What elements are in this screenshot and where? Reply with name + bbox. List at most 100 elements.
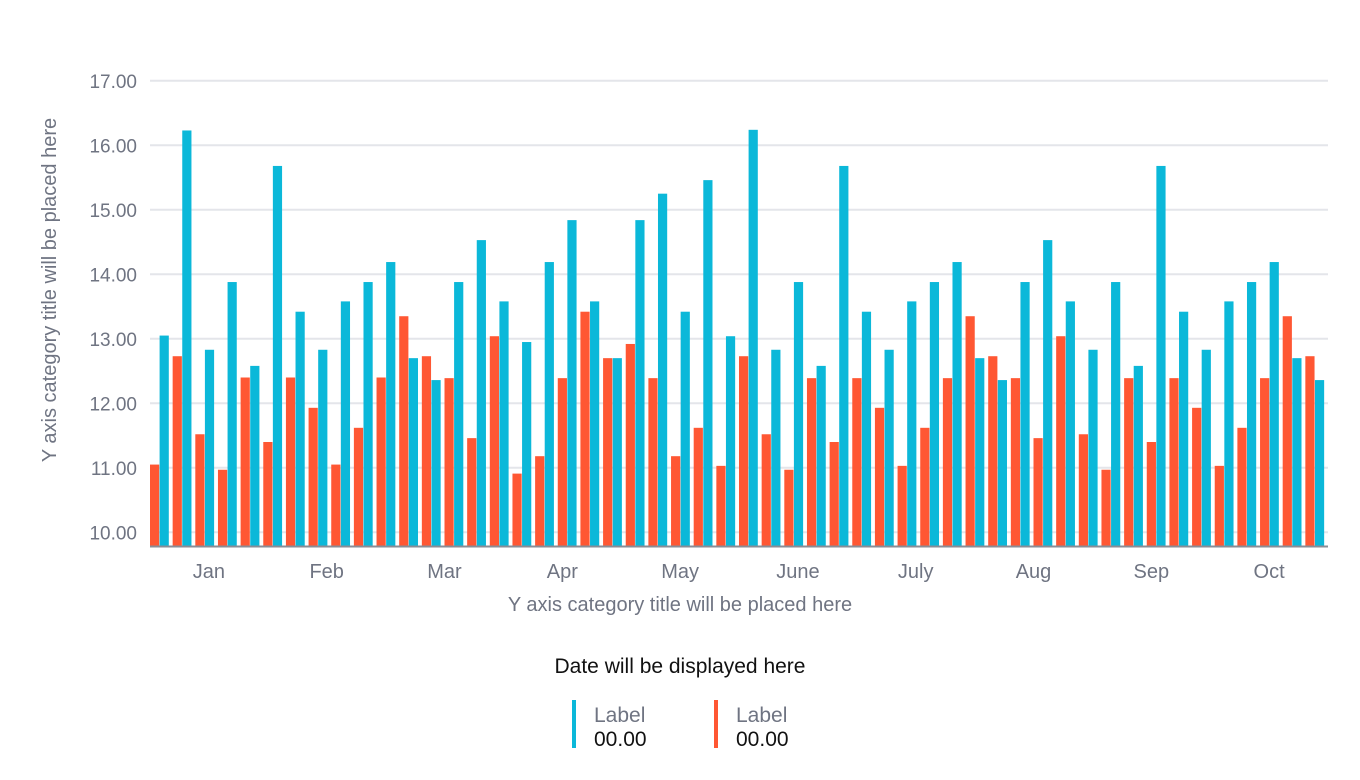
bar-orange[interactable] — [920, 427, 930, 546]
bar-orange[interactable] — [217, 469, 228, 546]
bar-orange[interactable] — [376, 377, 386, 547]
bar-blue[interactable] — [1201, 349, 1211, 546]
bar-blue[interactable] — [1133, 365, 1143, 546]
bar-blue[interactable] — [227, 282, 237, 546]
bar-orange[interactable] — [172, 356, 182, 546]
bar-blue[interactable] — [544, 262, 554, 546]
bar-orange[interactable] — [1101, 469, 1111, 546]
bar-blue[interactable] — [204, 349, 215, 546]
bar-orange[interactable] — [829, 442, 839, 546]
bar-blue[interactable] — [1269, 262, 1279, 546]
bar-orange[interactable] — [625, 343, 635, 546]
bar-blue[interactable] — [771, 349, 781, 546]
bar-orange[interactable] — [852, 378, 862, 546]
bar-orange[interactable] — [988, 356, 998, 546]
bar-orange[interactable] — [512, 473, 522, 546]
bar-blue[interactable] — [1156, 165, 1166, 546]
bar-orange[interactable] — [557, 378, 567, 546]
bar-blue[interactable] — [657, 193, 668, 547]
bar-blue[interactable] — [929, 282, 940, 546]
bar-orange[interactable] — [353, 427, 364, 546]
bar-orange[interactable] — [1124, 378, 1134, 546]
bar-orange[interactable] — [263, 442, 273, 546]
bar-orange[interactable] — [761, 434, 771, 546]
bar-blue[interactable] — [340, 301, 351, 546]
bar-blue[interactable] — [816, 365, 826, 546]
bar-blue[interactable] — [839, 165, 849, 546]
bar-blue[interactable] — [861, 311, 872, 546]
bar-blue[interactable] — [635, 220, 645, 546]
bar-orange[interactable] — [1237, 427, 1247, 546]
bar-orange[interactable] — [285, 377, 296, 547]
bar-blue[interactable] — [1314, 380, 1325, 546]
bar-blue[interactable] — [975, 358, 985, 546]
bar-orange[interactable] — [965, 316, 975, 546]
bar-orange[interactable] — [1056, 336, 1066, 546]
bar-blue[interactable] — [476, 240, 486, 547]
bar-blue[interactable] — [748, 129, 758, 546]
bar-orange[interactable] — [806, 378, 817, 546]
bar-blue[interactable] — [1292, 358, 1302, 546]
bar-blue[interactable] — [1111, 282, 1121, 546]
bar-orange[interactable] — [150, 464, 160, 546]
bar-orange[interactable] — [195, 434, 205, 546]
bar-orange[interactable] — [308, 407, 318, 546]
bar-blue[interactable] — [1179, 311, 1189, 546]
bar-orange[interactable] — [444, 378, 454, 546]
bar-blue[interactable] — [1020, 282, 1030, 546]
bar-blue[interactable] — [1043, 240, 1053, 547]
bar-orange[interactable] — [1078, 434, 1089, 546]
bar-blue[interactable] — [884, 349, 894, 546]
bar-blue[interactable] — [590, 301, 600, 546]
bar-orange[interactable] — [535, 456, 545, 546]
bar-blue[interactable] — [567, 220, 577, 546]
bar-orange[interactable] — [942, 378, 953, 546]
bar-blue[interactable] — [159, 335, 169, 546]
bar-blue[interactable] — [793, 282, 804, 546]
bar-orange[interactable] — [874, 407, 885, 546]
legend-item[interactable]: Label 00.00 — [714, 700, 789, 751]
bar-orange[interactable] — [467, 438, 477, 546]
bar-blue[interactable] — [250, 365, 260, 546]
bar-orange[interactable] — [1169, 378, 1179, 546]
bar-blue[interactable] — [997, 380, 1007, 546]
bar-blue[interactable] — [272, 165, 283, 546]
bar-blue[interactable] — [1065, 301, 1075, 546]
bar-orange[interactable] — [897, 465, 907, 546]
bar-orange[interactable] — [716, 465, 726, 546]
bar-orange[interactable] — [1192, 407, 1202, 546]
legend-item[interactable]: Label 00.00 — [572, 700, 647, 751]
bar-orange[interactable] — [603, 358, 613, 546]
bar-orange[interactable] — [489, 336, 500, 546]
bar-orange[interactable] — [1010, 378, 1021, 546]
bar-orange[interactable] — [648, 378, 658, 546]
bar-orange[interactable] — [1214, 465, 1224, 546]
bar-blue[interactable] — [1246, 282, 1257, 546]
bar-blue[interactable] — [680, 311, 690, 546]
bar-orange[interactable] — [1033, 438, 1043, 546]
bar-orange[interactable] — [331, 464, 341, 546]
bar-orange[interactable] — [1305, 356, 1315, 546]
bar-orange[interactable] — [693, 427, 703, 546]
bar-blue[interactable] — [454, 282, 464, 546]
bar-blue[interactable] — [499, 301, 509, 546]
bar-blue[interactable] — [363, 282, 373, 546]
bar-blue[interactable] — [703, 180, 713, 546]
bar-blue[interactable] — [431, 380, 441, 546]
bar-orange[interactable] — [240, 377, 250, 547]
bar-blue[interactable] — [182, 130, 192, 546]
bar-orange[interactable] — [399, 316, 409, 546]
bar-blue[interactable] — [386, 262, 396, 546]
bar-orange[interactable] — [421, 356, 432, 546]
bar-orange[interactable] — [671, 456, 681, 546]
bar-orange[interactable] — [1282, 316, 1292, 546]
bar-blue[interactable] — [725, 336, 736, 546]
bar-blue[interactable] — [612, 358, 622, 546]
bar-orange[interactable] — [784, 469, 794, 546]
bar-orange[interactable] — [739, 356, 749, 546]
bar-orange[interactable] — [1260, 378, 1270, 546]
bar-blue[interactable] — [952, 262, 962, 546]
bar-orange[interactable] — [580, 311, 590, 546]
bar-blue[interactable] — [1088, 349, 1098, 546]
bar-blue[interactable] — [318, 349, 328, 546]
